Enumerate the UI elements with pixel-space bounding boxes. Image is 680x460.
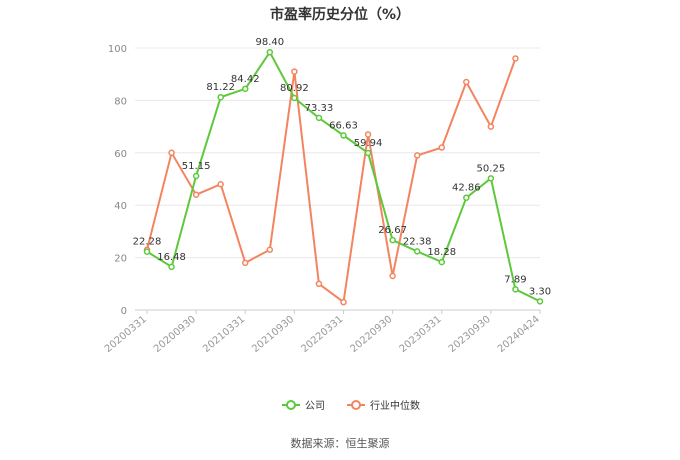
x-tick-label: 20210930 bbox=[250, 314, 296, 355]
data-label: 84.42 bbox=[231, 74, 260, 85]
axis-layer: 0 20 40 60 80 100 20200331 20200930 20210331 2021… bbox=[103, 44, 542, 355]
x-tick-label: 20240424 bbox=[496, 314, 542, 355]
data-point bbox=[266, 246, 274, 253]
data-point bbox=[340, 298, 347, 306]
data-point bbox=[168, 263, 175, 271]
data-point bbox=[512, 55, 519, 62]
data-point bbox=[291, 68, 298, 75]
data-point bbox=[315, 114, 323, 122]
data-point bbox=[143, 248, 151, 255]
data-label: 98.40 bbox=[255, 37, 284, 48]
data-label: 22.38 bbox=[403, 236, 432, 247]
data-label: 7.89 bbox=[504, 274, 526, 285]
series-line-1 bbox=[146, 58, 517, 304]
data-label: 81.22 bbox=[206, 82, 235, 93]
data-point bbox=[242, 85, 249, 93]
x-tick-label: 20220331 bbox=[299, 314, 345, 355]
x-tick-label: 20230930 bbox=[447, 314, 493, 355]
data-label: 22.28 bbox=[133, 237, 162, 248]
x-tick-label: 20220930 bbox=[348, 314, 394, 355]
data-point bbox=[266, 48, 274, 56]
y-tick-label: 0 bbox=[121, 306, 127, 317]
x-tick-label: 20230331 bbox=[398, 314, 444, 355]
data-point bbox=[364, 131, 372, 138]
data-point bbox=[364, 149, 372, 157]
data-point bbox=[413, 248, 421, 255]
data-point bbox=[217, 180, 224, 188]
data-point bbox=[536, 298, 544, 305]
y-tick-label: 20 bbox=[114, 254, 127, 265]
data-label: 51.15 bbox=[182, 161, 211, 172]
data-point bbox=[438, 258, 445, 266]
y-tick-label: 40 bbox=[114, 201, 127, 212]
data-point bbox=[291, 94, 298, 102]
data-point bbox=[487, 123, 495, 130]
data-point bbox=[217, 93, 224, 101]
chart-title: 市盈率历史分位（%） bbox=[269, 7, 411, 23]
data-point bbox=[242, 259, 249, 267]
data-label: 73.33 bbox=[305, 103, 334, 114]
data-source: 数据来源：恒生聚源 bbox=[290, 437, 390, 450]
legend-label: 行业中位数 bbox=[370, 399, 420, 412]
legend-swatch-marker bbox=[351, 400, 361, 410]
data-point bbox=[192, 191, 200, 198]
data-point bbox=[315, 280, 323, 288]
series-layer bbox=[143, 48, 544, 306]
data-label: 18.28 bbox=[427, 247, 456, 258]
data-label: 66.63 bbox=[329, 120, 358, 131]
data-label: 26.67 bbox=[378, 225, 407, 236]
y-tick-label: 60 bbox=[114, 149, 127, 160]
data-point bbox=[463, 78, 470, 86]
y-tick-label: 80 bbox=[114, 96, 127, 107]
legend-label: 公司 bbox=[305, 401, 325, 412]
data-label: 3.30 bbox=[529, 286, 551, 297]
data-label: 80.92 bbox=[280, 83, 309, 94]
data-point bbox=[389, 236, 396, 244]
legend: 公司 行业中位数 bbox=[282, 399, 420, 412]
data-label: 16.48 bbox=[157, 252, 186, 263]
data-point bbox=[192, 172, 200, 180]
data-label: 59.94 bbox=[354, 138, 383, 149]
data-point bbox=[438, 144, 445, 151]
y-tick-label: 100 bbox=[108, 44, 127, 55]
data-point bbox=[487, 175, 495, 182]
data-point bbox=[340, 132, 347, 139]
data-point bbox=[168, 149, 175, 157]
x-tick-label: 20200930 bbox=[152, 314, 198, 355]
legend-swatch-marker bbox=[286, 400, 296, 410]
data-point bbox=[512, 286, 519, 293]
x-tick-label: 20200331 bbox=[103, 314, 149, 355]
data-point bbox=[389, 272, 396, 280]
data-label: 50.25 bbox=[477, 163, 506, 174]
data-point bbox=[413, 152, 421, 159]
data-point bbox=[463, 194, 470, 201]
x-tick-label: 20210331 bbox=[201, 314, 247, 355]
data-label: 42.86 bbox=[452, 183, 481, 194]
